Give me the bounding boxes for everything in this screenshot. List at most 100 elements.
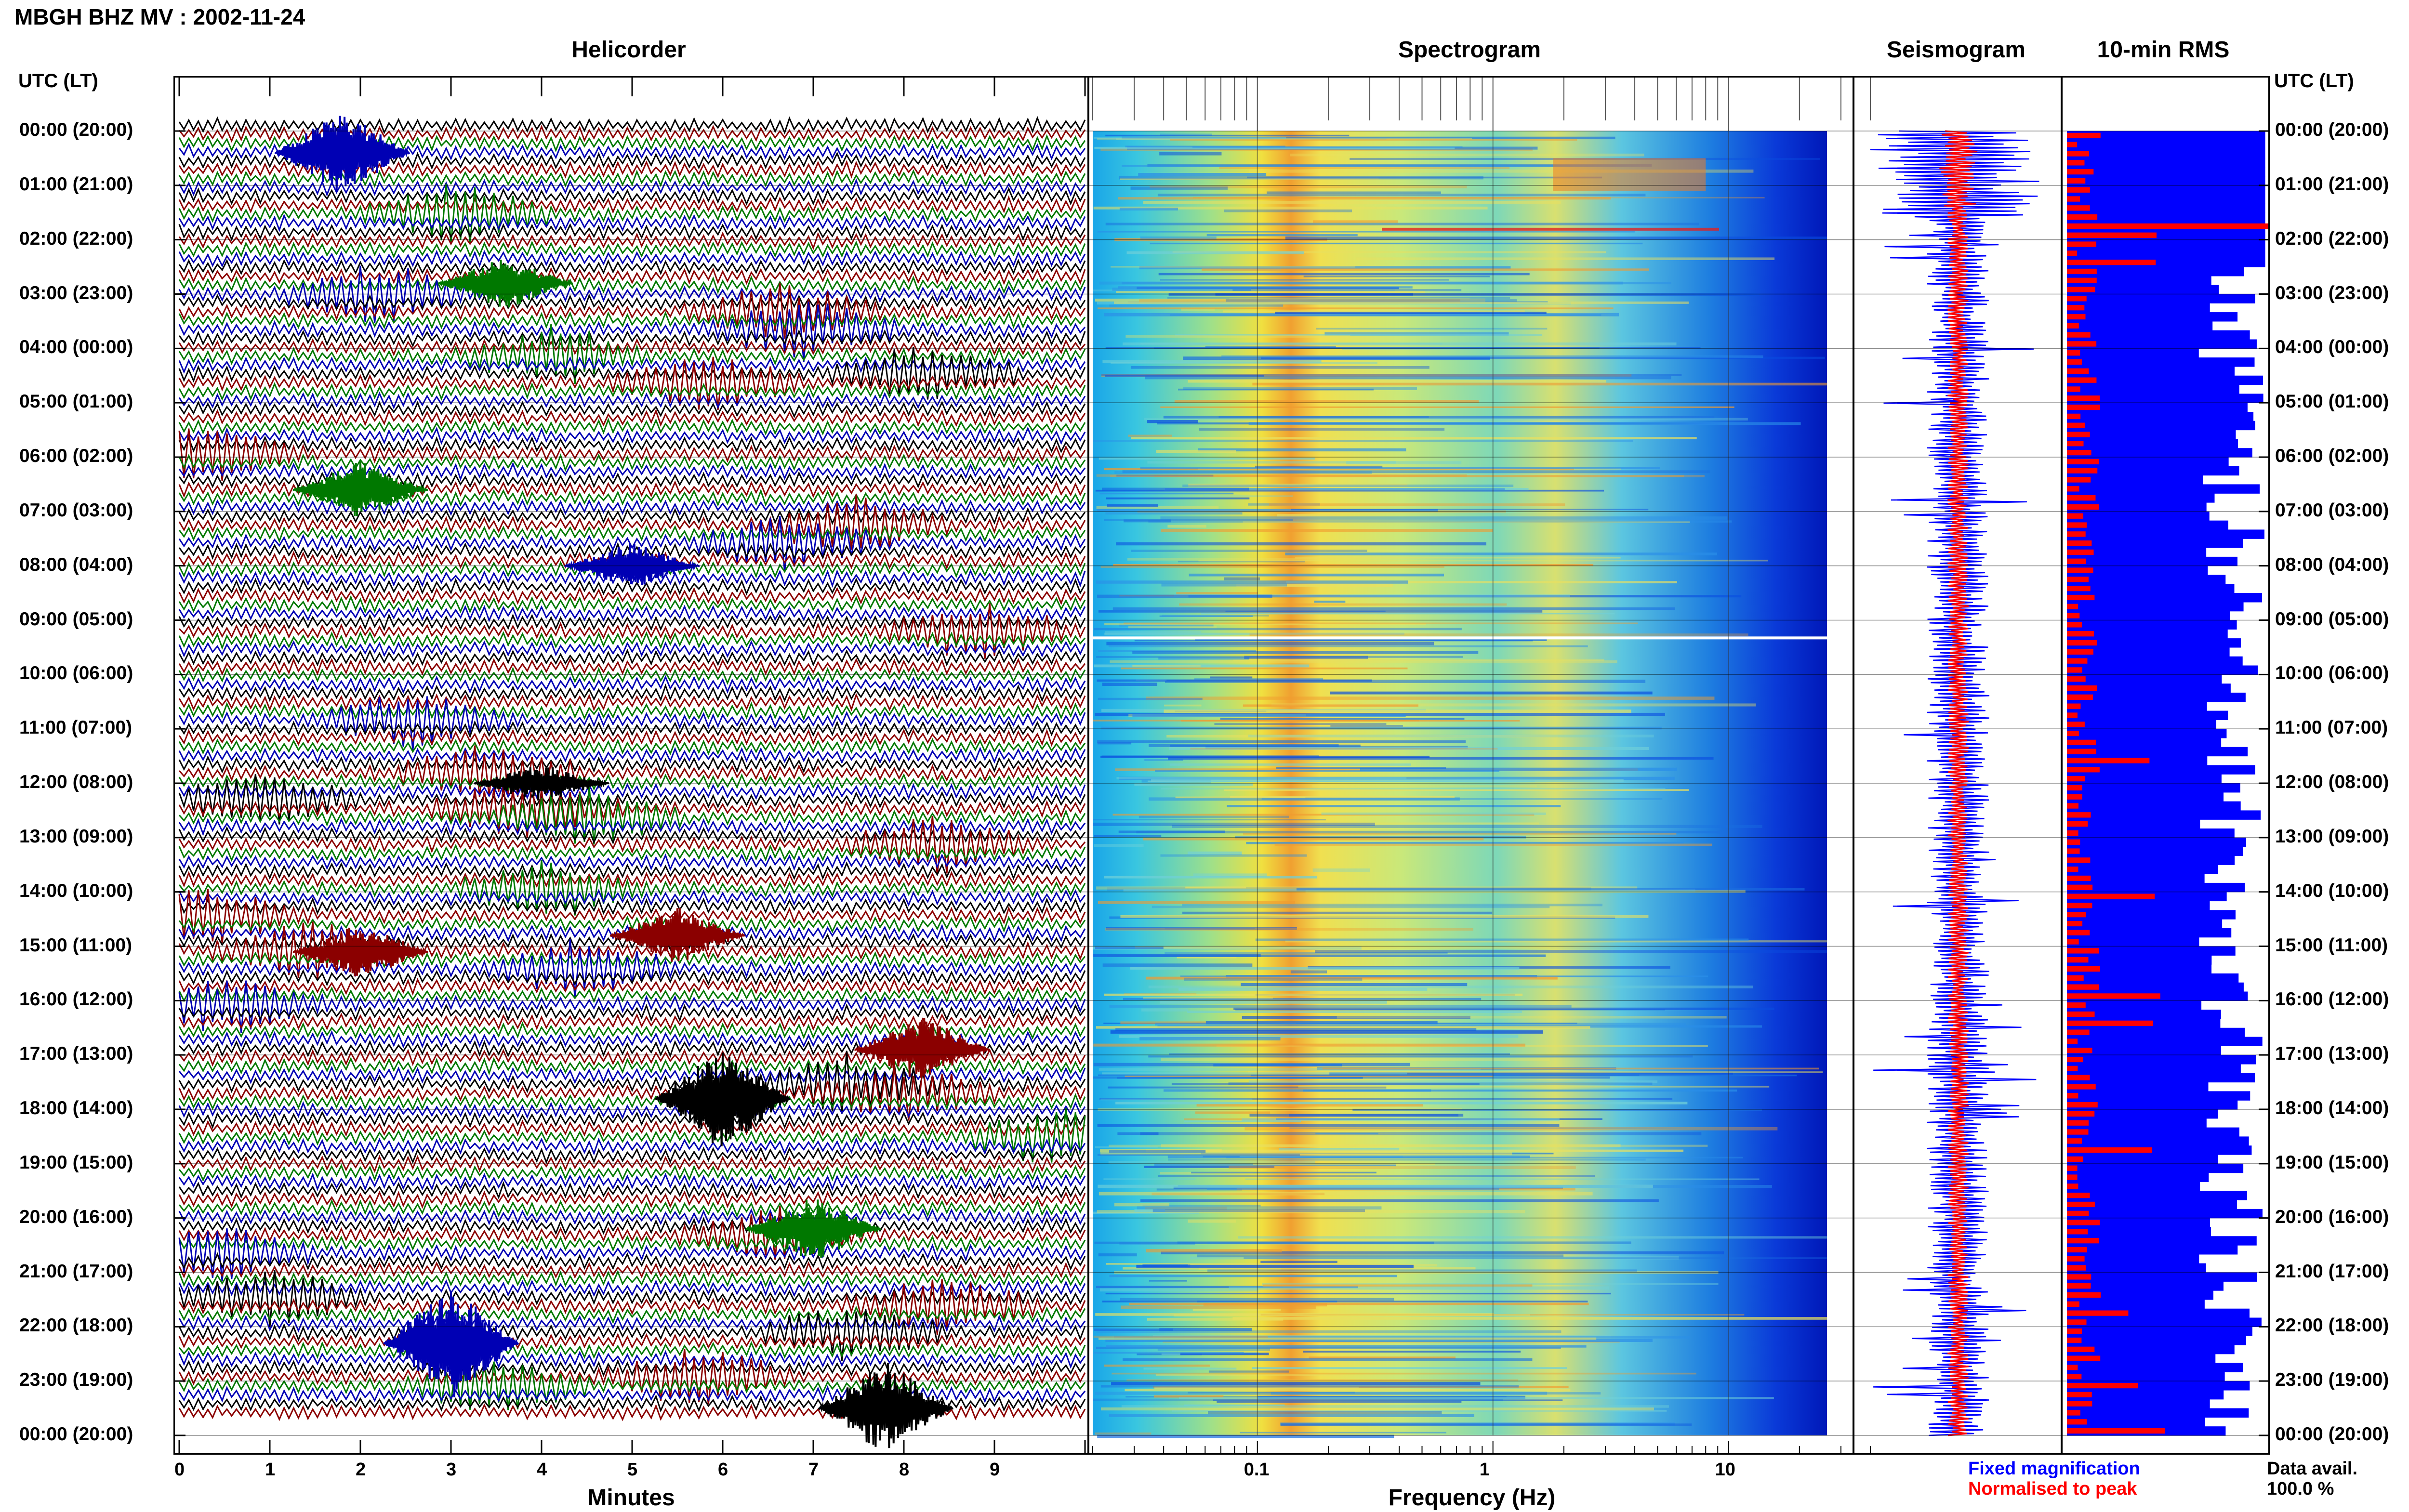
helicorder-trace (178, 603, 1086, 659)
helicorder-trace (178, 648, 1086, 667)
helicorder-trace (178, 786, 1086, 845)
spectrogram-streak (1109, 1005, 1572, 1008)
rms-bar-normalised (2067, 930, 2090, 935)
helicorder-trace (178, 1217, 1086, 1236)
rms-bar-fixed (2067, 1027, 2245, 1038)
spectrogram-streak (1303, 276, 1490, 277)
spectrogram-streak (1190, 748, 1498, 750)
spectrogram-streak (1249, 1379, 1411, 1382)
helicorder-trace (178, 240, 1086, 259)
rms-bar-normalised (2067, 1337, 2082, 1343)
rms-bar-fixed (2067, 149, 2265, 159)
spectrogram-streak (1099, 1068, 1481, 1071)
rms-bar-fixed (2067, 855, 2235, 865)
spectrogram-streak (1170, 139, 1577, 141)
spectrogram-streak (1286, 581, 1677, 584)
spectrogram-streak (1160, 854, 1307, 857)
rms-bar-fixed (2067, 611, 2230, 621)
time-label-left: 06:00 (02:00) (19, 446, 133, 466)
spectrogram-streak (1197, 1301, 1337, 1302)
spectrogram-streak (1242, 1118, 1560, 1121)
rms-bar-fixed (2067, 321, 2213, 331)
spectrogram-streak (1096, 1346, 1561, 1350)
helicorder-trace (178, 889, 1086, 907)
spectrogram-streak (1143, 997, 1273, 999)
time-label-left: 03:00 (23:00) (19, 282, 133, 303)
time-label-right: 22:00 (18:00) (2275, 1315, 2389, 1336)
spectrogram-streak (1165, 928, 1255, 930)
helicorder-trace (178, 701, 1086, 721)
time-label-right: 18:00 (14:00) (2275, 1098, 2389, 1118)
spectrogram-streak (1140, 236, 1217, 240)
rms-bar-normalised (2067, 187, 2090, 193)
rms-bar-normalised (2067, 196, 2080, 202)
rms-bar-normalised (2067, 785, 2082, 791)
spectrogram-streak (1121, 667, 1408, 670)
rms-bar-fixed (2067, 964, 2212, 974)
rms-bar-fixed (2067, 1263, 2206, 1273)
spectrogram-streak (1298, 1086, 1770, 1088)
helicorder-trace (178, 889, 1086, 944)
spectrogram-streak (1177, 956, 1237, 959)
spectrogram-streak (1160, 406, 1734, 408)
utc-label-right: UTC (LT) (2274, 70, 2354, 92)
spectrogram-streak (1094, 1241, 1434, 1244)
spectrogram-streak (1147, 461, 1396, 464)
spectrogram-streak (1116, 291, 1425, 293)
spectrogram-streak (1205, 1021, 1438, 1025)
seismogram-frame (1853, 76, 2062, 1455)
rms-bar-fixed (2067, 1010, 2221, 1019)
rms-bar-fixed (2067, 276, 2211, 286)
rms-bar-fixed (2067, 1408, 2249, 1418)
time-label-left: 21:00 (17:00) (19, 1261, 133, 1282)
spectrogram-streak (1096, 474, 1467, 477)
time-label-left: 22:00 (18:00) (19, 1315, 133, 1336)
rms-bar-fixed (2067, 1109, 2218, 1119)
spectrogram-streak (1128, 434, 1172, 437)
spectrogram-streak (1290, 970, 1327, 973)
spectrogram-streak (1141, 1008, 1189, 1012)
spectrogram-streak (1181, 308, 1215, 311)
spectrogram-streak (1220, 718, 1465, 720)
spectrogram-streak (1100, 1407, 1654, 1411)
spectrogram-streak (1096, 1330, 1562, 1333)
spectrogram-streak (1119, 1034, 1519, 1038)
rms-bar-fixed (2067, 1182, 2200, 1191)
spectrogram-streak (1110, 475, 1684, 477)
helicorder-trace (178, 870, 1086, 889)
rms-bar-fixed (2067, 919, 2223, 929)
spectrogram-streak (1126, 1379, 1519, 1381)
rms-bar-normalised (2067, 1283, 2091, 1289)
spectrogram-streak (1113, 564, 1594, 566)
spectrogram-streak (1105, 134, 1350, 137)
rms-bar-normalised (2067, 1346, 2095, 1352)
rms-bar-fixed (2067, 565, 2208, 576)
time-label-left: 05:00 (01:00) (19, 391, 133, 412)
spectrogram-streak (1262, 1284, 1533, 1288)
time-label-right: 04:00 (00:00) (2275, 337, 2389, 358)
spectrogram-streak (1188, 380, 1607, 383)
spectrogram-streak (1180, 975, 1708, 977)
rms-bar-normalised (2067, 1238, 2099, 1244)
spectrogram-streak (1238, 1236, 1827, 1239)
rms-bar-normalised (2067, 604, 2078, 609)
spectrogram-streak (1140, 467, 1660, 470)
spectrogram-streak (1102, 1072, 1407, 1075)
spectrogram-streak (1229, 1166, 1576, 1169)
spectrogram-streak (1097, 231, 1635, 233)
rms-bar-fixed (2067, 185, 2265, 195)
spectrogram-streak (1330, 691, 1653, 695)
spectrogram-streak (1101, 374, 1682, 376)
rms-bar-fixed (2067, 529, 2264, 539)
helicorder-trace (178, 213, 1086, 232)
spectrogram-streak (1246, 841, 1684, 844)
spectrogram-streak (1155, 1023, 1686, 1026)
spectrogram-streak (1285, 237, 1827, 240)
spectrogram-streak (1217, 1401, 1462, 1403)
rms-bar-normalised (2067, 1310, 2129, 1316)
helicorder-trace (178, 453, 1086, 472)
spectrogram-streak (1110, 660, 1617, 664)
spectrogram-streak (1144, 418, 1748, 421)
rms-bar-normalised (2067, 169, 2094, 175)
spectrogram-streak (1163, 416, 1715, 419)
